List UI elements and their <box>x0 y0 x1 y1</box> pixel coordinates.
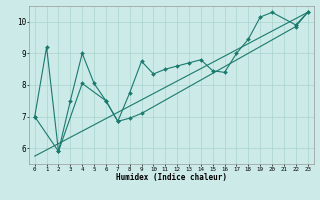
X-axis label: Humidex (Indice chaleur): Humidex (Indice chaleur) <box>116 173 227 182</box>
